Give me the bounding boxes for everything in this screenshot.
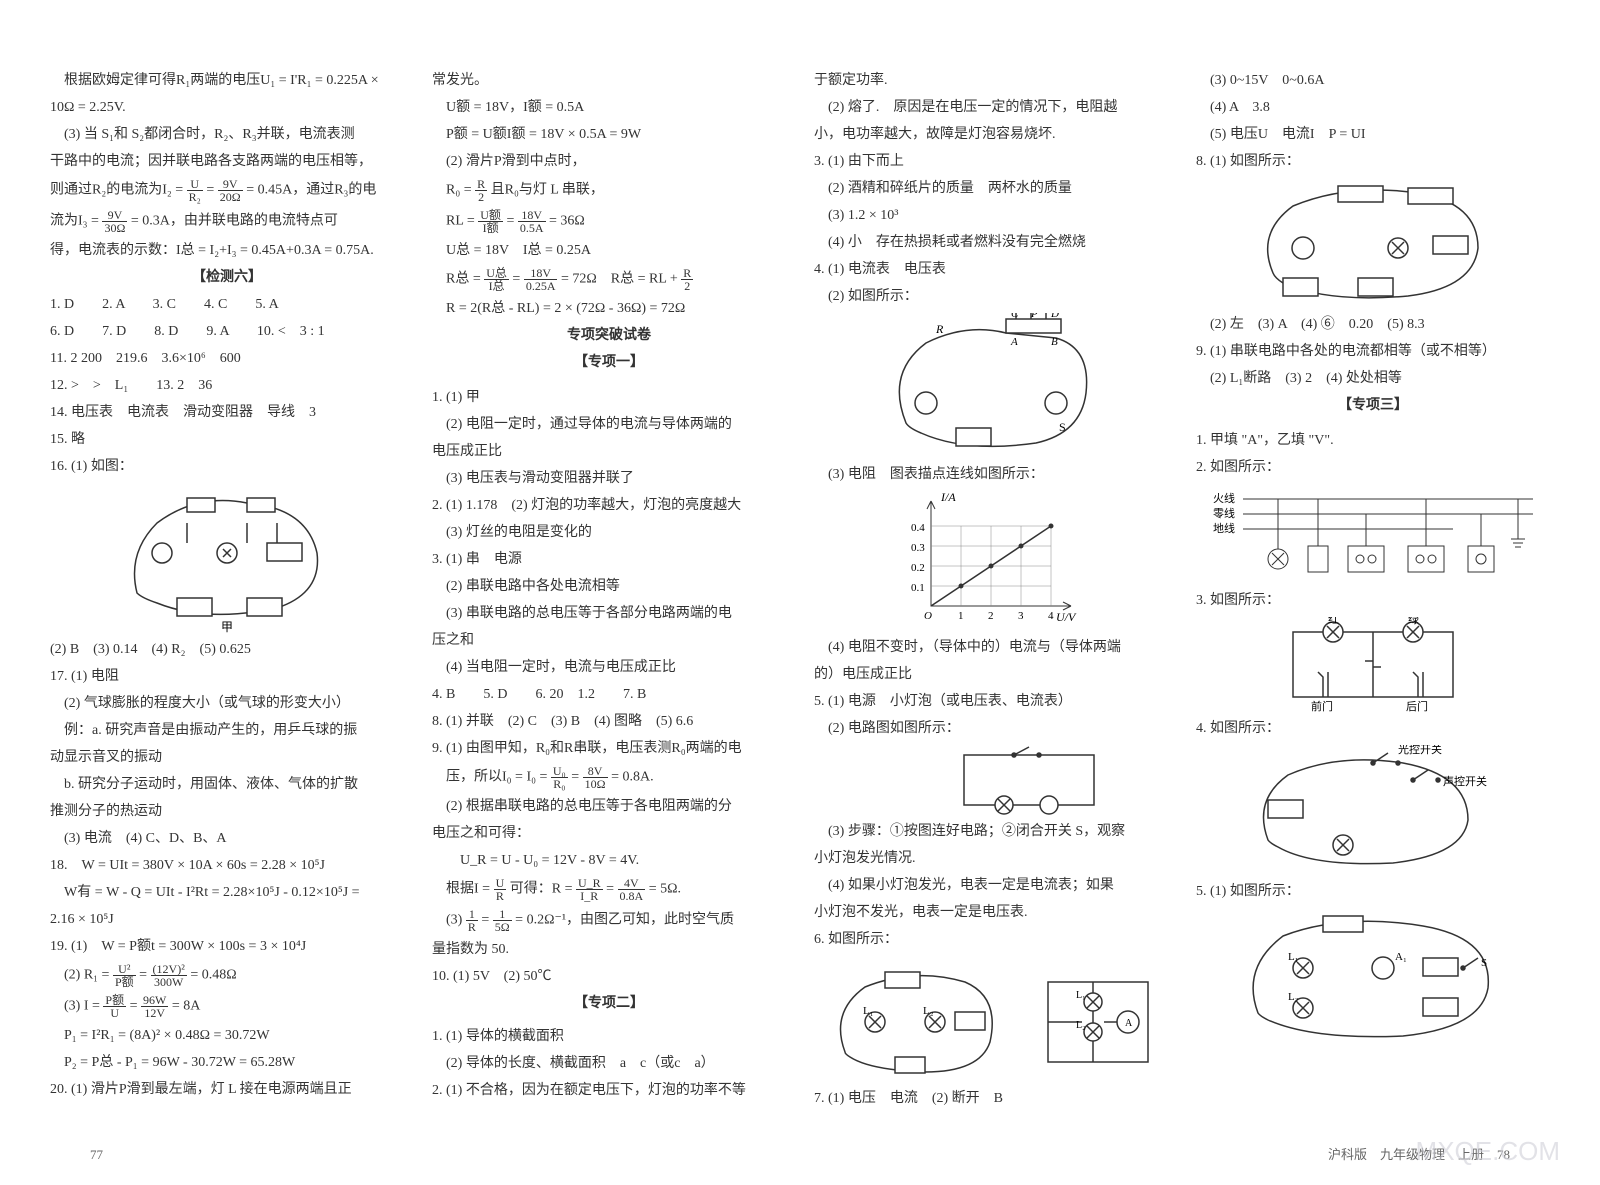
svg-text:光控开关: 光控开关 <box>1398 745 1442 756</box>
svg-text:2: 2 <box>988 610 994 622</box>
svg-text:0.2: 0.2 <box>911 562 925 574</box>
text: 则通过R₂的电流为I₂ = UR₂ = 9V20Ω = 0.45A，通过R₃的电 <box>50 178 404 203</box>
section-heading: 【检测六】 <box>50 267 404 288</box>
svg-text:S: S <box>1481 957 1487 969</box>
section-heading: 【专项一】 <box>432 352 786 373</box>
svg-text:P: P <box>1030 313 1038 320</box>
text: 流为I₃ = 9V30Ω = 0.3A，由并联电路的电流特点可 <box>50 209 404 234</box>
text: 干路中的电流；因并联电路各支路两端的电压相等， <box>50 151 404 172</box>
svg-text:火线: 火线 <box>1213 491 1235 505</box>
svg-text:L₂: L₂ <box>1076 1020 1086 1031</box>
page-number-left: 77 <box>90 1147 103 1163</box>
circuit-diagram-6: L₁ L₂ A₁ S <box>1233 908 1513 1048</box>
answer: (3) 电流 (4) C、D、B、A <box>50 828 404 849</box>
svg-text:红: 红 <box>1328 617 1339 626</box>
svg-text:L₁: L₁ <box>1076 990 1086 1001</box>
svg-text:0.1: 0.1 <box>911 582 925 594</box>
answer: 12. > > L₁ 13. 2 36 <box>50 375 404 396</box>
answer: P₂ = P总 - P₁ = 96W - 30.72W = 65.28W <box>50 1052 404 1073</box>
svg-text:后门: 后门 <box>1406 699 1428 712</box>
circuit-diagram-4 <box>1248 178 1498 308</box>
section-heading: 【专项三】 <box>1196 395 1550 416</box>
answer: P₁ = I²R₁ = (8A)² × 0.48Ω = 30.72W <box>50 1025 404 1046</box>
answer: (3) I = P额U = 96W12V = 8A <box>50 994 404 1019</box>
answer: 6. D 7. D 8. D 9. A 10. < 3 : 1 <box>50 321 404 342</box>
answer: (2) B (3) 0.14 (4) R₂ (5) 0.625 <box>50 639 404 660</box>
svg-text:0.4: 0.4 <box>911 522 925 534</box>
svg-text:L₂: L₂ <box>1288 991 1299 1003</box>
text: (2) 滑片P滑到中点时， <box>432 151 786 172</box>
answer: 推测分子的热运动 <box>50 801 404 822</box>
svg-text:A: A <box>1125 1018 1133 1029</box>
text: P额 = U额I额 = 18V × 0.5A = 9W <box>432 124 786 145</box>
svg-text:I/A: I/A <box>940 491 956 504</box>
svg-text:绿: 绿 <box>1408 617 1419 626</box>
svg-text:声控开关: 声控开关 <box>1443 774 1487 788</box>
text: U额 = 18V，I额 = 0.5A <box>432 97 786 118</box>
svg-text:零线: 零线 <box>1213 506 1235 520</box>
text: R = 2(R总 - RL) = 2 × (72Ω - 36Ω) = 72Ω <box>432 298 786 319</box>
circuit-schematic-1 <box>954 745 1104 815</box>
column-1: 根据欧姆定律可得R₁两端的电压U₁ = I'R₁ = 0.225A × 10Ω … <box>50 70 404 1115</box>
column-4: (3) 0~15V 0~0.6A (4) A 3.8 (5) 电压U 电流I P… <box>1196 70 1550 1115</box>
answer: 14. 电压表 电流表 滑动变阻器 导线 3 <box>50 402 404 423</box>
answer: 19. (1) W = P额t = 300W × 100s = 3 × 10⁴J <box>50 936 404 957</box>
answer: W有 = W - Q = UIt - I²Rt = 2.28×10⁵J - 0.… <box>50 882 404 903</box>
section-heading: 【专项二】 <box>432 993 786 1014</box>
svg-text:C: C <box>1011 313 1019 320</box>
iv-graph: I/A U/V 0.4 0.3 0.2 0.1 O 1 2 3 4 <box>891 491 1091 631</box>
svg-text:R: R <box>935 322 944 336</box>
column-3: 于额定功率. (2) 熔了. 原因是在电压一定的情况下，电阻越 小，电功率越大，… <box>814 70 1168 1115</box>
answer: 15. 略 <box>50 429 404 450</box>
svg-text:0.3: 0.3 <box>911 542 925 554</box>
svg-text:A₁: A₁ <box>1395 951 1407 963</box>
answer: 11. 2 200 219.6 3.6×10⁶ 600 <box>50 348 404 369</box>
diagram-label: 甲 <box>221 620 233 633</box>
answer: 20. (1) 滑片P滑到最左端，灯 L 接在电源两端且正 <box>50 1079 404 1100</box>
circuit-schematic-3: 红 绿 前门 后门 <box>1273 617 1473 712</box>
svg-text:S: S <box>1059 420 1066 434</box>
answer: 1. D 2. A 3. C 4. C 5. A <box>50 294 404 315</box>
svg-text:前门: 前门 <box>1311 699 1333 712</box>
answer: 17. (1) 电阻 <box>50 666 404 687</box>
svg-text:地线: 地线 <box>1213 521 1235 535</box>
answer: 18. W = UIt = 380V × 10A × 60s = 2.28 × … <box>50 855 404 876</box>
svg-text:A: A <box>1010 336 1018 348</box>
answer: 16. (1) 如图： <box>50 456 404 477</box>
text: 常发光。 <box>432 70 786 91</box>
watermark: MXQE.COM <box>1416 1136 1560 1167</box>
svg-text:B: B <box>1051 336 1058 348</box>
svg-text:4: 4 <box>1048 610 1054 622</box>
svg-text:O: O <box>924 610 932 622</box>
answer: b. 研究分子运动时，用固体、液体、气体的扩散 <box>50 774 404 795</box>
svg-text:D: D <box>1050 313 1059 320</box>
answer: 动显示音叉的振动 <box>50 747 404 768</box>
household-wiring-diagram: 火线 零线 地线 <box>1213 484 1533 584</box>
text: (3) 当 S₁和 S₂都闭合时，R₂、R₃并联，电流表测 <box>50 124 404 145</box>
text: U总 = 18V I总 = 0.25A <box>432 240 786 261</box>
svg-text:L₁: L₁ <box>1288 951 1299 963</box>
circuit-diagram-5: 光控开关 声控开关 <box>1243 745 1503 875</box>
answer: 例：a. 研究声音是由振动产生的，用乒乓球的振 <box>50 720 404 741</box>
text: 根据欧姆定律可得R₁两端的电压U₁ = I'R₁ = 0.225A × <box>50 70 404 91</box>
svg-text:3: 3 <box>1018 610 1024 622</box>
answer: 2.16 × 10⁵J <box>50 909 404 930</box>
column-2: 常发光。 U额 = 18V，I额 = 0.5A P额 = U额I额 = 18V … <box>432 70 786 1115</box>
circuit-diagram-2: R C P D A B S <box>876 313 1106 458</box>
t: 则通过R₂的电流为I₂ = <box>50 183 187 198</box>
circuit-diagram-3: L₁ L₂ <box>825 962 1005 1082</box>
page: 根据欧姆定律可得R₁两端的电压U₁ = I'R₁ = 0.225A × 10Ω … <box>0 0 1600 1155</box>
svg-text:L₁: L₁ <box>863 1005 874 1017</box>
circuit-diagram-1: 甲 <box>117 483 337 633</box>
svg-text:U/V: U/V <box>1056 610 1077 624</box>
circuit-schematic-2: L₁ L₂ A <box>1038 972 1158 1072</box>
answer: (2) 气球膨胀的程度大小（或气球的形变大小） <box>50 693 404 714</box>
answer: (2) R₁ = U²P额 = (12V)²300W = 0.48Ω <box>50 963 404 988</box>
svg-text:1: 1 <box>958 610 964 622</box>
text: 得，电流表的示数：I总 = I₂+I₃ = 0.45A+0.3A = 0.75A… <box>50 240 404 261</box>
svg-text:L₂: L₂ <box>923 1005 934 1017</box>
section-heading: 专项突破试卷 <box>432 325 786 346</box>
text: 10Ω = 2.25V. <box>50 97 404 118</box>
